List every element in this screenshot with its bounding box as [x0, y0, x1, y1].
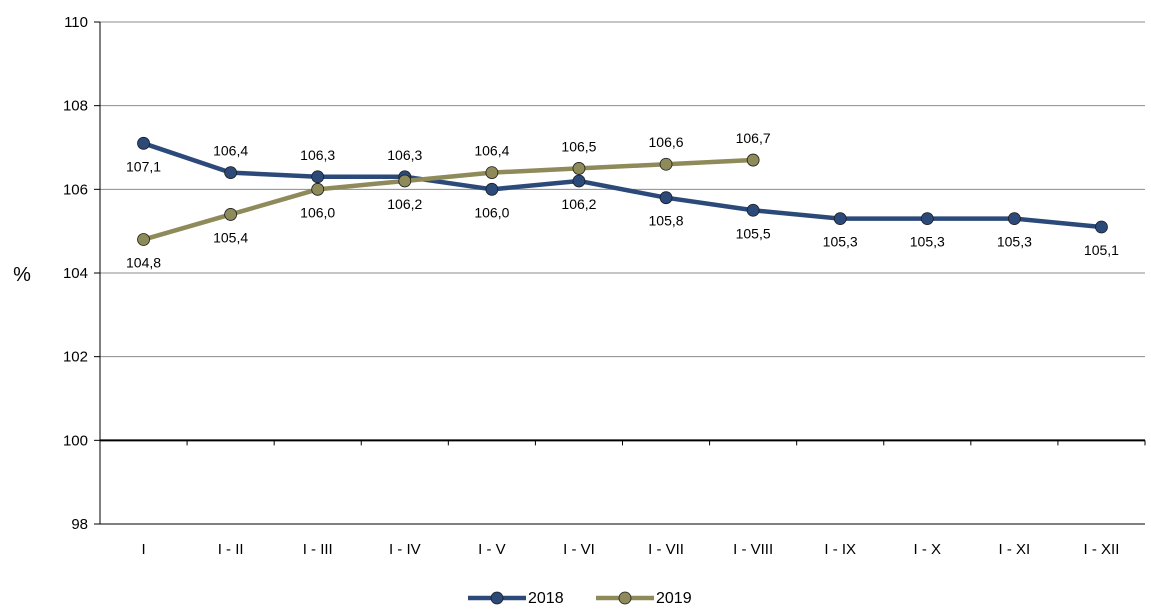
gridlines: [100, 21, 1145, 442]
y-tick-label: 110: [64, 14, 88, 31]
data-point: [920, 212, 934, 226]
x-tick-label: I - VII: [648, 541, 684, 558]
x-tick-label: I - XI: [999, 541, 1031, 558]
data-point: [833, 212, 847, 226]
data-point: [311, 170, 325, 184]
x-axis-ticks: I I - II I - III I - IV I - V I - VI I - VII I …: [99, 440, 1146, 558]
data-label: 106,5: [561, 138, 596, 154]
series-group: 107,1 106,4 106,3 106,3 106,0 106,2 105,8 105,5…: [126, 130, 1119, 270]
data-point: [659, 157, 673, 171]
y-tick-label: 102: [63, 349, 88, 366]
data-label: 105,4: [213, 229, 248, 245]
data-label: 106,3: [387, 147, 422, 163]
y-tick-label: 104: [63, 265, 88, 282]
y-axis-title: %: [13, 264, 31, 286]
data-point: [311, 182, 325, 196]
x-tick-label: I - IV: [389, 541, 421, 558]
data-point: [398, 174, 412, 188]
x-tick-label: I: [141, 541, 145, 558]
data-label: 106,6: [649, 134, 684, 150]
y-tick-label: 106: [63, 181, 88, 198]
series-line-2018: [142, 141, 1102, 230]
data-point: [572, 174, 586, 188]
data-label: 105,3: [823, 234, 858, 250]
legend-label: 2018: [528, 590, 564, 607]
data-label: 105,5: [736, 225, 771, 241]
data-point: [485, 166, 499, 180]
x-tick-label: I - II: [218, 541, 244, 558]
data-label: 106,3: [300, 147, 335, 163]
legend-marker: [490, 591, 504, 605]
data-point: [1007, 212, 1021, 226]
x-tick-label: I - IX: [824, 541, 856, 558]
y-tick-label: 98: [71, 516, 88, 533]
data-point: [224, 208, 238, 221]
data-label: 106,4: [474, 143, 509, 159]
data-point: [659, 191, 673, 205]
data-label: 106,4: [213, 143, 248, 159]
y-tick-label: 100: [63, 432, 88, 449]
data-label: 105,1: [1084, 242, 1119, 258]
data-label: 106,7: [736, 130, 771, 146]
data-point: [746, 203, 760, 217]
y-tick-label: 108: [63, 98, 88, 115]
legend-label: 2019: [656, 590, 692, 607]
data-point: [485, 182, 499, 196]
data-label: 106,2: [561, 196, 596, 212]
x-tick-label: I - XII: [1084, 541, 1120, 558]
y-axis-ticks: 98 100 102 104 106 108 110: [63, 14, 100, 533]
data-label: 105,3: [910, 234, 945, 250]
x-tick-label: I - V: [478, 541, 506, 558]
legend-marker: [618, 591, 632, 605]
series-2018: 107,1 106,4 106,3 106,3 106,0 106,2 105,8 105,5…: [126, 136, 1119, 258]
legend: 2018 2019: [468, 590, 692, 607]
x-tick-label: I - X: [914, 541, 942, 558]
data-point: [746, 153, 760, 167]
series-2019: 104,8 105,4 106,0 106,2 106,4 106,5 106,6 106,7: [126, 130, 771, 270]
x-tick-label: I - III: [303, 541, 333, 558]
data-label: 105,8: [649, 213, 684, 229]
data-label: 105,3: [997, 234, 1032, 250]
data-label: 106,2: [387, 196, 422, 212]
data-point: [224, 166, 238, 180]
data-point: [137, 136, 150, 150]
x-tick-label: I - VIII: [733, 541, 773, 558]
data-label: 107,1: [126, 158, 161, 174]
legend-item-2018: 2018: [468, 590, 564, 607]
data-label: 104,8: [126, 255, 161, 271]
data-point: [572, 162, 586, 175]
data-label: 106,0: [300, 204, 335, 220]
legend-item-2019: 2019: [596, 590, 692, 607]
data-point: [137, 233, 150, 246]
series-line-2019: [142, 157, 754, 242]
data-label: 106,0: [474, 204, 509, 220]
x-tick-label: I - VI: [563, 541, 595, 558]
data-point: [1095, 220, 1108, 234]
